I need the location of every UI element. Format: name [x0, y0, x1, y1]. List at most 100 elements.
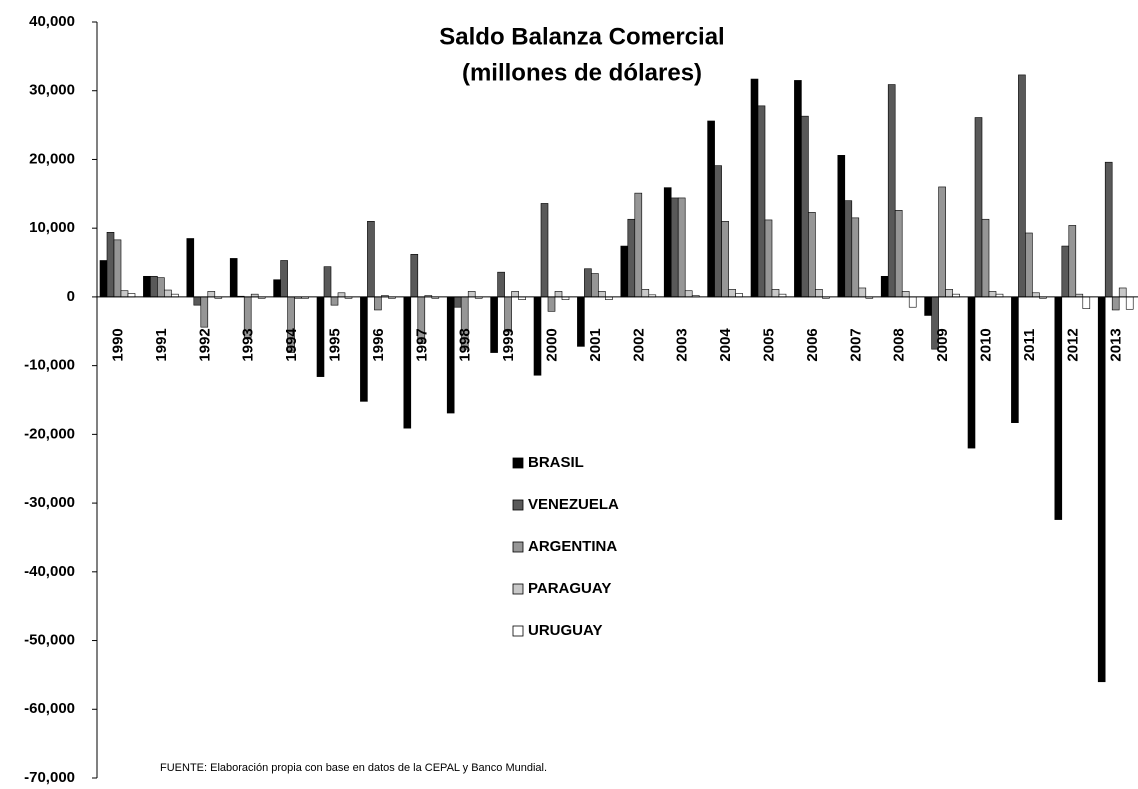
bar: [1025, 232, 1033, 298]
x-tick-label: 2002: [630, 328, 647, 361]
y-tick-label: -30,000: [24, 494, 75, 511]
x-tick-label: 1996: [370, 328, 387, 361]
bar: [894, 210, 903, 298]
bar: [403, 296, 412, 429]
y-tick-label: 10,000: [29, 219, 75, 236]
bar: [533, 296, 542, 376]
y-tick-label: -60,000: [24, 700, 75, 717]
bar: [1104, 161, 1113, 298]
bar: [1032, 292, 1040, 298]
x-tick-label: 2000: [543, 328, 560, 361]
legend-swatch: [512, 625, 524, 637]
bar: [670, 197, 679, 298]
y-tick-label: 30,000: [29, 82, 75, 99]
x-tick-label: 1991: [153, 328, 170, 361]
x-tick-label: 1990: [109, 328, 126, 361]
bar: [967, 296, 976, 449]
y-tick-label: 0: [67, 288, 75, 305]
bar: [120, 290, 129, 298]
bar: [981, 218, 990, 298]
bar: [497, 271, 505, 298]
bar: [207, 291, 216, 298]
y-tick-label: 20,000: [29, 150, 75, 167]
x-tick-label: 1997: [413, 328, 430, 361]
x-tick-label: 2004: [717, 328, 734, 362]
bar: [1068, 225, 1077, 298]
bar: [150, 275, 158, 298]
bar: [988, 291, 997, 298]
bar: [945, 289, 953, 298]
bar: [577, 296, 585, 347]
x-tick-label: 2009: [934, 328, 951, 361]
bar: [164, 289, 172, 298]
bar: [677, 197, 686, 298]
bar: [1018, 74, 1026, 298]
bar: [453, 296, 462, 308]
bar: [337, 292, 346, 298]
bar: [620, 245, 629, 298]
y-tick-label: -40,000: [24, 563, 75, 580]
bar: [974, 117, 983, 298]
bar: [113, 239, 122, 298]
bar: [707, 120, 715, 298]
bar: [273, 279, 281, 298]
bar: [771, 289, 780, 298]
bar: [858, 287, 867, 298]
bar: [504, 296, 512, 333]
bar: [323, 266, 332, 298]
bar: [764, 219, 773, 298]
bar: [127, 293, 136, 298]
bar: [735, 293, 743, 298]
bar: [808, 212, 816, 298]
legend-label: VENEZUELA: [528, 496, 619, 513]
bar: [887, 84, 896, 298]
bar: [721, 221, 729, 298]
bar: [1082, 296, 1091, 309]
bar: [584, 268, 592, 298]
x-tick-label: 1993: [240, 328, 257, 361]
bar: [200, 296, 209, 328]
bar: [467, 291, 476, 298]
bar: [641, 289, 650, 298]
bar: [1011, 296, 1019, 423]
bar: [1054, 296, 1063, 520]
bar: [374, 296, 382, 311]
legend-label: BRASIL: [528, 454, 584, 471]
chart-title: Saldo Balanza Comercial: [439, 23, 724, 50]
bar: [1125, 296, 1134, 310]
legend-label: ARGENTINA: [528, 538, 617, 555]
x-tick-label: 2007: [847, 328, 864, 361]
bar: [99, 260, 108, 298]
bar: [634, 192, 643, 298]
bar: [757, 105, 766, 298]
bar: [511, 291, 519, 298]
bar: [1118, 287, 1127, 298]
bar: [901, 291, 910, 298]
bar: [598, 291, 606, 298]
x-tick-label: 1995: [326, 328, 343, 361]
bar: [844, 200, 853, 298]
bar: [490, 296, 498, 353]
y-tick-label: -10,000: [24, 357, 75, 374]
x-tick-label: 1994: [283, 328, 300, 362]
y-tick-label: -70,000: [24, 769, 75, 786]
x-tick-label: 2013: [1108, 328, 1125, 361]
x-tick-label: 2008: [891, 328, 908, 361]
legend-swatch: [512, 457, 524, 469]
source-note: FUENTE: Elaboración propia con base en d…: [160, 762, 547, 774]
bar: [851, 217, 860, 298]
x-tick-label: 2010: [977, 328, 994, 361]
bar: [229, 258, 238, 298]
legend-label: URUGUAY: [528, 622, 602, 639]
bar: [554, 291, 563, 298]
x-tick-label: 2005: [760, 328, 777, 361]
bar: [186, 238, 195, 298]
x-tick-label: 2011: [1021, 329, 1038, 362]
bar: [714, 165, 722, 298]
bar: [591, 273, 599, 298]
x-tick-label: 2006: [804, 328, 821, 361]
bar: [446, 296, 455, 414]
bar: [360, 296, 368, 402]
bar: [1111, 296, 1120, 311]
bar: [837, 155, 846, 298]
